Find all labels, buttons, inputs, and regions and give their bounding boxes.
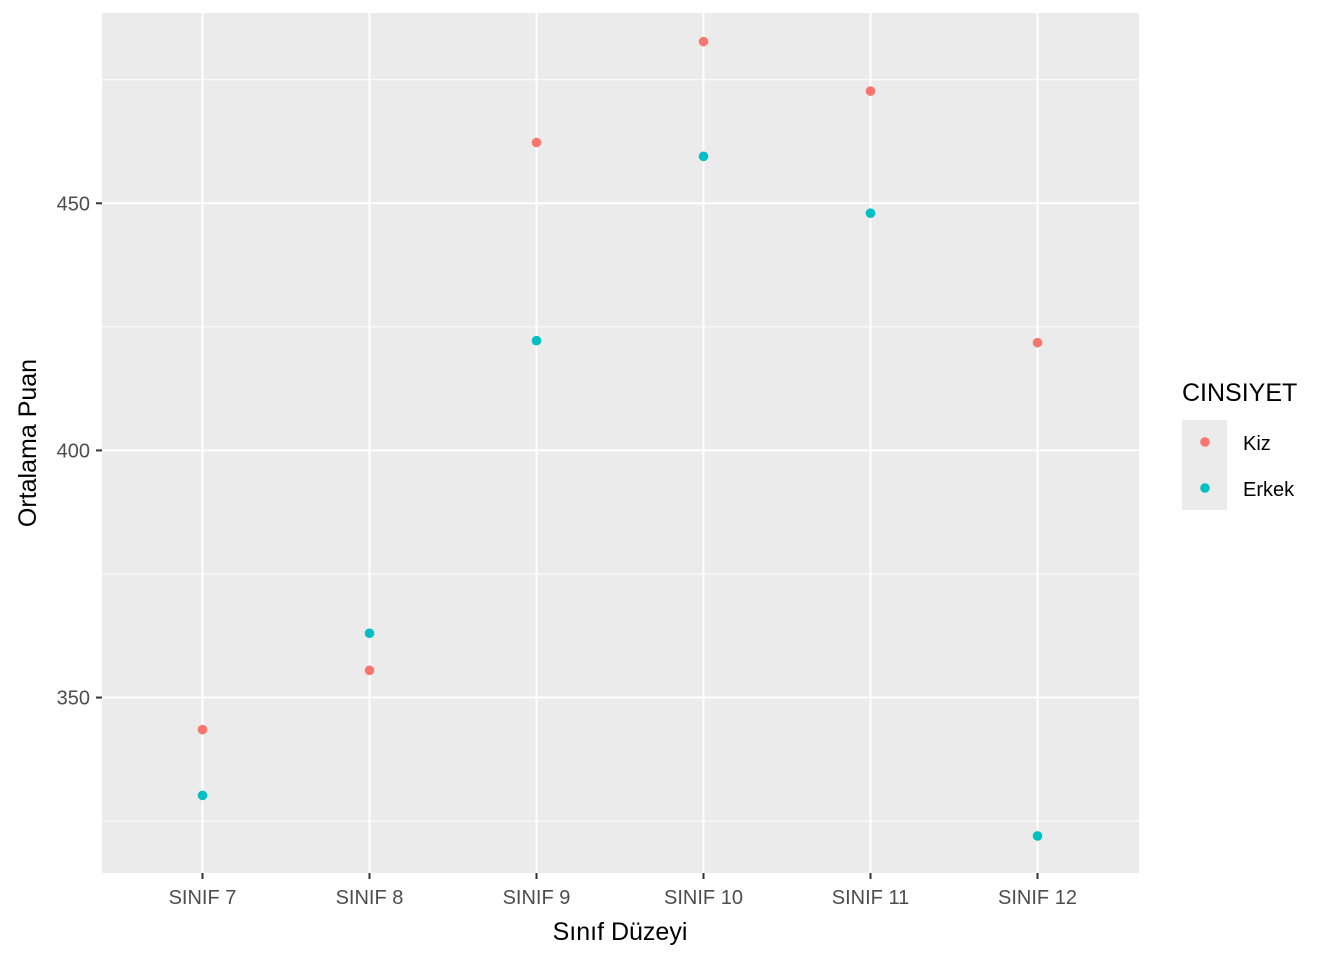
- legend: CINSIYET Kiz Erkek: [1182, 379, 1297, 510]
- legend-label-erkek: Erkek: [1243, 479, 1295, 501]
- data-point-kiz-1: [197, 724, 208, 735]
- data-point-kiz-5: [865, 86, 876, 96]
- x-tick-label: SINIF 9: [503, 887, 571, 909]
- data-points: [197, 36, 1043, 841]
- legend-key-erkek: [1200, 483, 1210, 493]
- data-point-kiz-3: [531, 137, 542, 148]
- data-point-erkek-1: [197, 790, 208, 801]
- data-point-erkek-5: [865, 208, 876, 218]
- data-point-kiz-2: [364, 665, 375, 676]
- x-tick-label: SINIF 12: [998, 887, 1077, 909]
- data-point-kiz-6: [1032, 337, 1043, 348]
- y-tick-label: 350: [57, 688, 90, 710]
- y-tick-label: 450: [57, 193, 90, 215]
- x-tick-label: SINIF 7: [169, 887, 237, 909]
- data-point-erkek-2: [364, 628, 375, 639]
- x-axis: SINIF 7 SINIF 8 SINIF 9 SINIF 10 SINIF 11 SIN…: [169, 873, 1077, 909]
- y-axis-title: Ortalama Puan: [14, 359, 42, 527]
- x-tick-label: SINIF 10: [664, 887, 743, 909]
- data-point-erkek-3: [531, 335, 542, 346]
- x-axis-title: Sınıf Düzeyi: [553, 918, 688, 946]
- legend-label-kiz: Kiz: [1243, 433, 1271, 455]
- y-tick-label: 400: [57, 440, 90, 462]
- data-point-kiz-4: [698, 36, 709, 47]
- minor-gridlines: [102, 79, 1139, 822]
- x-tick-label: SINIF 8: [336, 887, 404, 909]
- legend-title: CINSIYET: [1182, 379, 1297, 407]
- data-point-erkek-4: [698, 151, 709, 162]
- legend-key-kiz: [1200, 437, 1210, 447]
- data-point-erkek-6: [1032, 831, 1043, 841]
- x-tick-label: SINIF 11: [832, 887, 909, 909]
- plot-panel: [102, 13, 1139, 873]
- y-axis: 350 400 450: [57, 193, 102, 710]
